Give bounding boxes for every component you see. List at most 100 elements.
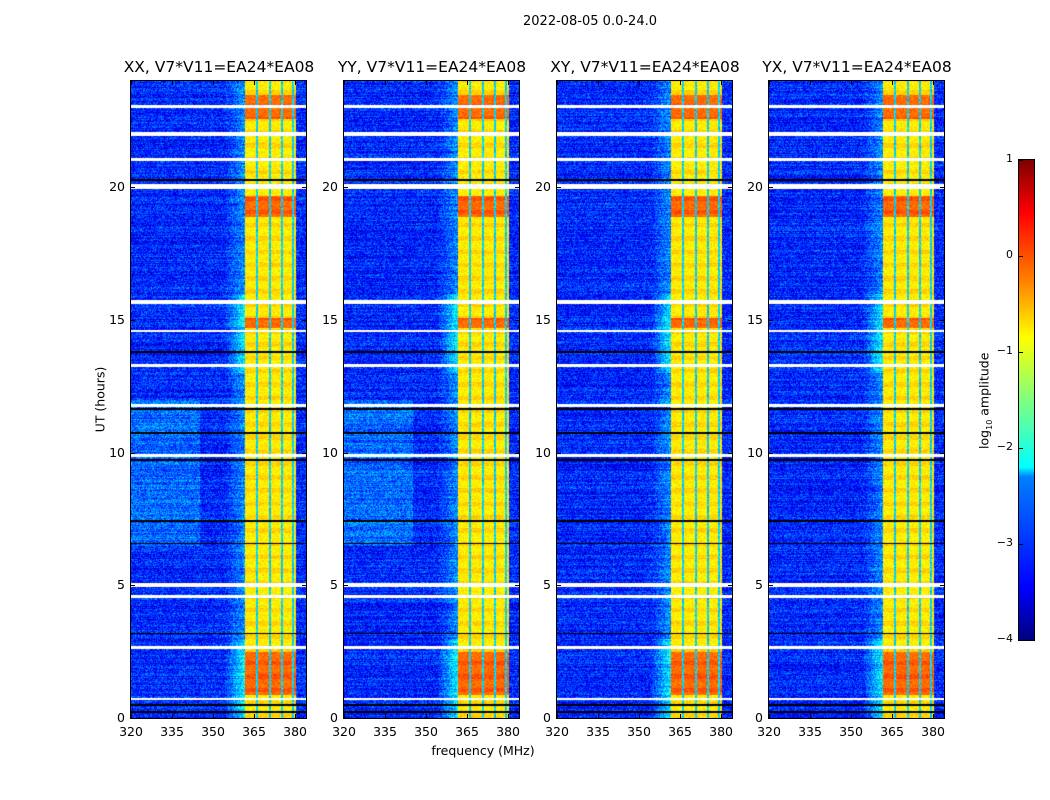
colorbar-tick-mark (1019, 256, 1023, 257)
y-tick-mark (131, 187, 135, 189)
colorbar-tick-label: −3 (996, 536, 1013, 549)
y-tick-mark (302, 718, 306, 719)
y-axis-label: UT (hours) (92, 366, 108, 433)
heatmap-panel-xx (130, 80, 307, 719)
y-tick-label: 20 (322, 179, 338, 195)
x-tick-mark (892, 714, 894, 718)
y-tick-mark (728, 718, 732, 719)
y-tick-label: 0 (543, 710, 551, 725)
y-tick-mark (769, 718, 773, 719)
x-tick-mark (344, 714, 345, 718)
colorbar-tick-mark (1019, 640, 1023, 641)
y-tick-mark (769, 319, 773, 321)
panel-title-xx: XX, V7*V11=EA24*EA08 (123, 58, 315, 76)
y-tick-mark (728, 585, 732, 587)
x-tick-label: 335 (160, 724, 184, 739)
y-tick-mark (131, 319, 135, 321)
y-tick-mark (131, 452, 135, 454)
y-tick-mark (557, 718, 561, 719)
y-tick-mark (302, 452, 306, 454)
y-tick-label: 15 (747, 311, 763, 327)
x-tick-label: 320 (332, 724, 356, 739)
x-tick-mark (639, 81, 641, 85)
x-tick-mark (426, 714, 428, 718)
y-tick-label: 0 (755, 710, 763, 725)
x-tick-mark (385, 714, 387, 718)
x-tick-mark (508, 81, 510, 85)
x-tick-mark (639, 714, 641, 718)
x-tick-mark (254, 81, 256, 85)
x-tick-mark (680, 714, 682, 718)
y-tick-mark (515, 585, 519, 587)
y-tick-label: 10 (535, 444, 551, 460)
x-tick-mark (467, 81, 469, 85)
y-tick-label: 20 (535, 179, 551, 195)
x-tick-label: 350 (414, 724, 438, 739)
y-tick-mark (940, 585, 944, 587)
y-tick-label: 5 (755, 577, 763, 593)
x-tick-mark (721, 714, 723, 718)
colorbar-label-log: log (976, 429, 992, 449)
y-tick-mark (131, 718, 135, 719)
x-tick-label: 380 (709, 724, 733, 739)
y-tick-mark (344, 452, 348, 454)
y-tick-mark (557, 187, 561, 189)
x-tick-mark (769, 714, 770, 718)
colorbar-tick-label: −4 (996, 632, 1013, 645)
x-tick-label: 365 (668, 724, 692, 739)
y-tick-mark (557, 319, 561, 321)
x-tick-label: 350 (201, 724, 225, 739)
heatmap-panel-yy (343, 80, 520, 719)
y-tick-mark (940, 319, 944, 321)
x-tick-mark (769, 81, 770, 85)
x-tick-label: 350 (627, 724, 651, 739)
colorbar-tick-mark (1019, 160, 1023, 161)
x-tick-mark (295, 81, 297, 85)
y-tick-label: 0 (330, 710, 338, 725)
panel-title-xy: XY, V7*V11=EA24*EA08 (550, 58, 740, 76)
x-tick-mark (933, 81, 935, 85)
heatmap-canvas-xy (557, 81, 732, 718)
figure-title: 2022-08-05 0.0-24.0 (523, 14, 657, 29)
y-tick-label: 20 (109, 179, 125, 195)
x-tick-mark (598, 714, 600, 718)
x-tick-label: 365 (242, 724, 266, 739)
y-tick-mark (728, 452, 732, 454)
x-tick-label: 320 (119, 724, 143, 739)
colorbar-tick-label: 1 (1006, 152, 1013, 165)
colorbar-tick-mark (1019, 448, 1023, 449)
x-tick-mark (933, 714, 935, 718)
y-tick-mark (515, 718, 519, 719)
colorbar-tick-mark (1019, 544, 1023, 545)
x-tick-label: 380 (283, 724, 307, 739)
x-tick-mark (508, 714, 510, 718)
x-tick-mark (851, 81, 853, 85)
x-tick-mark (892, 81, 894, 85)
panel-title-yy: YY, V7*V11=EA24*EA08 (337, 58, 527, 76)
x-tick-mark (721, 81, 723, 85)
x-tick-label: 380 (496, 724, 520, 739)
x-tick-mark (467, 714, 469, 718)
y-tick-mark (769, 452, 773, 454)
x-tick-mark (557, 714, 558, 718)
colorbar-tick-label: −1 (996, 344, 1013, 357)
x-tick-label: 380 (921, 724, 945, 739)
x-tick-mark (851, 714, 853, 718)
colorbar-label-sub: 10 (984, 419, 994, 430)
x-tick-label: 350 (839, 724, 863, 739)
y-tick-mark (131, 585, 135, 587)
x-tick-mark (385, 81, 387, 85)
x-tick-mark (213, 714, 215, 718)
y-tick-mark (940, 452, 944, 454)
x-tick-label: 320 (545, 724, 569, 739)
y-tick-label: 15 (322, 311, 338, 327)
y-tick-label: 15 (109, 311, 125, 327)
x-tick-mark (598, 81, 600, 85)
y-tick-label: 10 (109, 444, 125, 460)
y-tick-label: 0 (117, 710, 125, 725)
heatmap-panel-xy (556, 80, 733, 719)
y-tick-mark (557, 585, 561, 587)
x-tick-label: 320 (757, 724, 781, 739)
y-tick-label: 10 (322, 444, 338, 460)
